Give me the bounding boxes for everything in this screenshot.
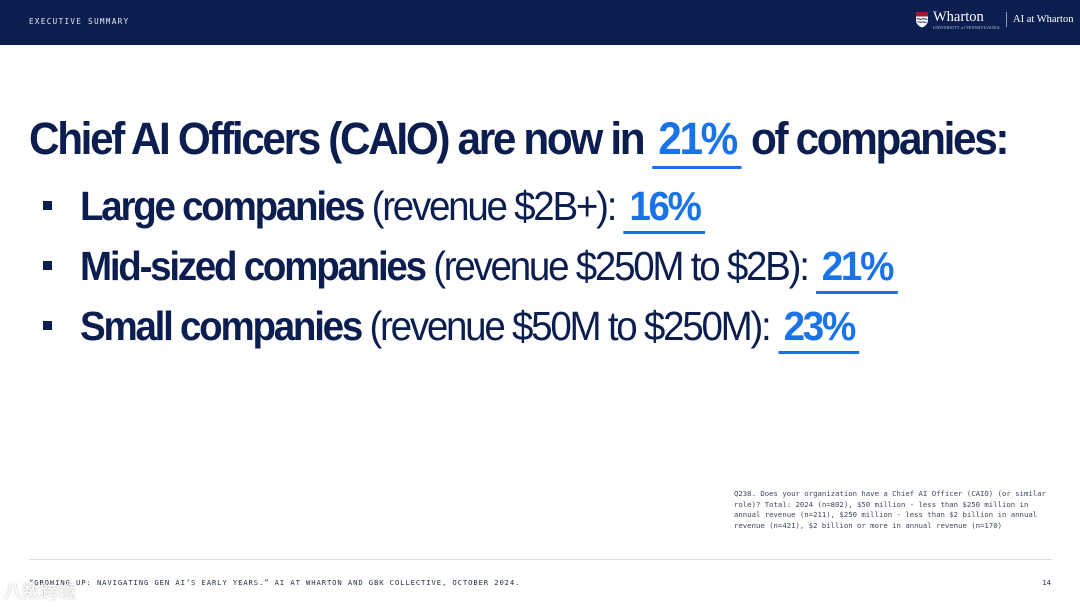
survey-footnote: Q238. Does your organization have a Chie… [734, 489, 1046, 531]
bullet-label: Mid-sized companies [80, 243, 427, 289]
headline-value: 21% [652, 113, 742, 169]
bullet-label: Large companies [80, 183, 365, 229]
headline-pre: Chief AI Officers (CAIO) are now in [29, 113, 646, 164]
bullet-value: 16% [623, 183, 706, 234]
wharton-logo: Wharton UNIVERSITY of PENNSYLVANIA AI at… [915, 10, 1073, 30]
logo-wordmark-text: Wharton [933, 9, 984, 25]
bullet-marker [43, 321, 52, 330]
bullet-value: 21% [816, 243, 898, 294]
page-title: Chief AI Officers (CAIO) are now in 21% … [29, 113, 1010, 169]
penn-shield-icon [916, 12, 928, 28]
logo-wordmark: Wharton UNIVERSITY of PENNSYLVANIA [933, 10, 1000, 30]
source-citation: “GROWING UP: NAVIGATING GEN AI’S EARLY Y… [29, 578, 521, 587]
logo-subtitle: UNIVERSITY of PENNSYLVANIA [933, 24, 1000, 30]
bullet-label: Small companies [80, 303, 363, 349]
logo-unit: AI at Wharton [1013, 14, 1074, 25]
bullet-marker [43, 261, 52, 270]
headline-post: of companies: [750, 113, 1010, 164]
header-bar: EXECUTIVE SUMMARY Wharton UNIVERSITY of … [0, 0, 1080, 45]
bullet-detail: (revenue $50M to $250M): [361, 303, 778, 349]
bullet-text: Small companies (revenue $50M to $250M):… [80, 303, 860, 354]
watermark: 八数跨境 [4, 582, 76, 603]
bullet-detail: (revenue $250M to $2B): [424, 243, 817, 289]
bullet-text: Mid-sized companies (revenue $250M to $2… [80, 243, 898, 294]
footer-divider [29, 559, 1052, 560]
page-number: 14 [1042, 578, 1051, 587]
logo-divider [1006, 12, 1007, 27]
bullet-value: 23% [777, 303, 860, 354]
bullet-detail: (revenue $2B+): [363, 183, 624, 229]
section-label: EXECUTIVE SUMMARY [29, 17, 130, 26]
bullet-text: Large companies (revenue $2B+): 16% [80, 183, 706, 234]
bullet-marker [43, 201, 52, 210]
